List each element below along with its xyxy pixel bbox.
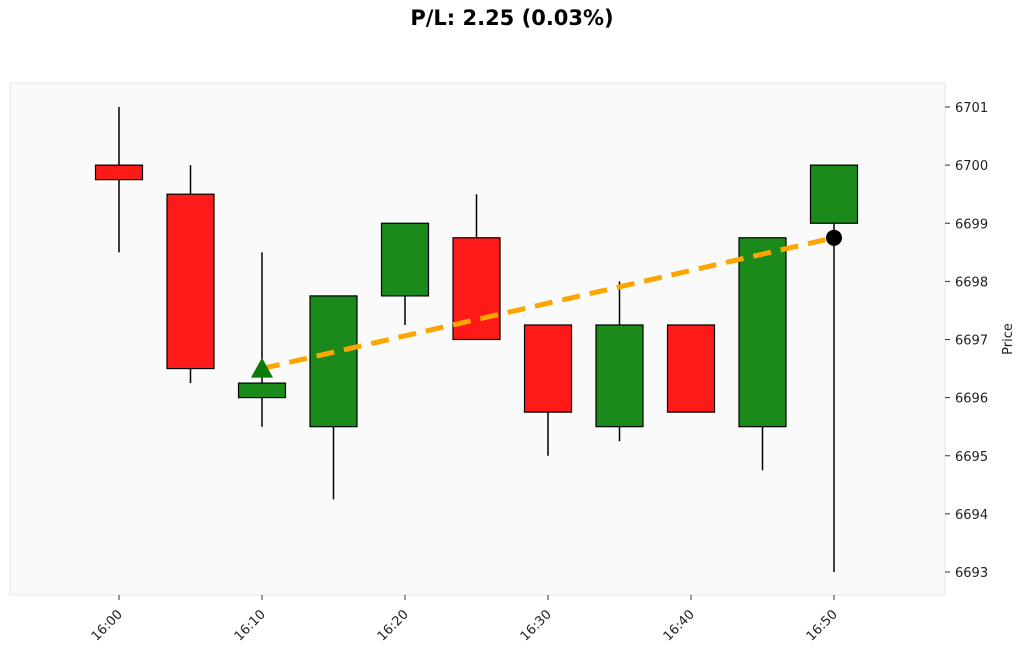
y-tick-label: 6696 bbox=[955, 392, 988, 407]
candle-up bbox=[738, 237, 787, 428]
x-tick-label: 16:20 bbox=[375, 607, 412, 644]
x-tick-label: 16:10 bbox=[232, 607, 269, 644]
x-tick-label: 16:50 bbox=[804, 607, 841, 644]
y-tick-label: 6697 bbox=[955, 334, 988, 349]
candle-up bbox=[380, 222, 430, 297]
exit-marker-circle-icon bbox=[826, 229, 842, 246]
candle-up bbox=[595, 324, 644, 428]
candle-down bbox=[166, 193, 215, 370]
trade-line bbox=[261, 235, 835, 371]
x-tick-label: 16:40 bbox=[661, 607, 698, 644]
y-tick-label: 6700 bbox=[955, 159, 988, 174]
x-tick-label: 16:00 bbox=[89, 607, 126, 644]
candle-down bbox=[523, 324, 573, 413]
y-tick-label: 6698 bbox=[955, 275, 988, 290]
x-tick-label: 16:30 bbox=[518, 607, 555, 644]
y-tick-label: 6699 bbox=[955, 217, 988, 232]
candle-down bbox=[94, 164, 144, 181]
candle-up bbox=[809, 164, 859, 224]
entry-marker-triangle-icon bbox=[251, 357, 273, 378]
chart-title: P/L: 2.25 (0.03%) bbox=[410, 6, 614, 30]
candle-down bbox=[666, 324, 716, 413]
candle-up bbox=[237, 382, 287, 399]
candle-up bbox=[309, 295, 358, 428]
y-axis-label: Price bbox=[1001, 323, 1016, 355]
y-tick-label: 6701 bbox=[955, 101, 988, 116]
y-tick-label: 6695 bbox=[955, 450, 988, 465]
y-tick-label: 6694 bbox=[955, 508, 988, 523]
y-tick-label: 6693 bbox=[955, 566, 988, 581]
